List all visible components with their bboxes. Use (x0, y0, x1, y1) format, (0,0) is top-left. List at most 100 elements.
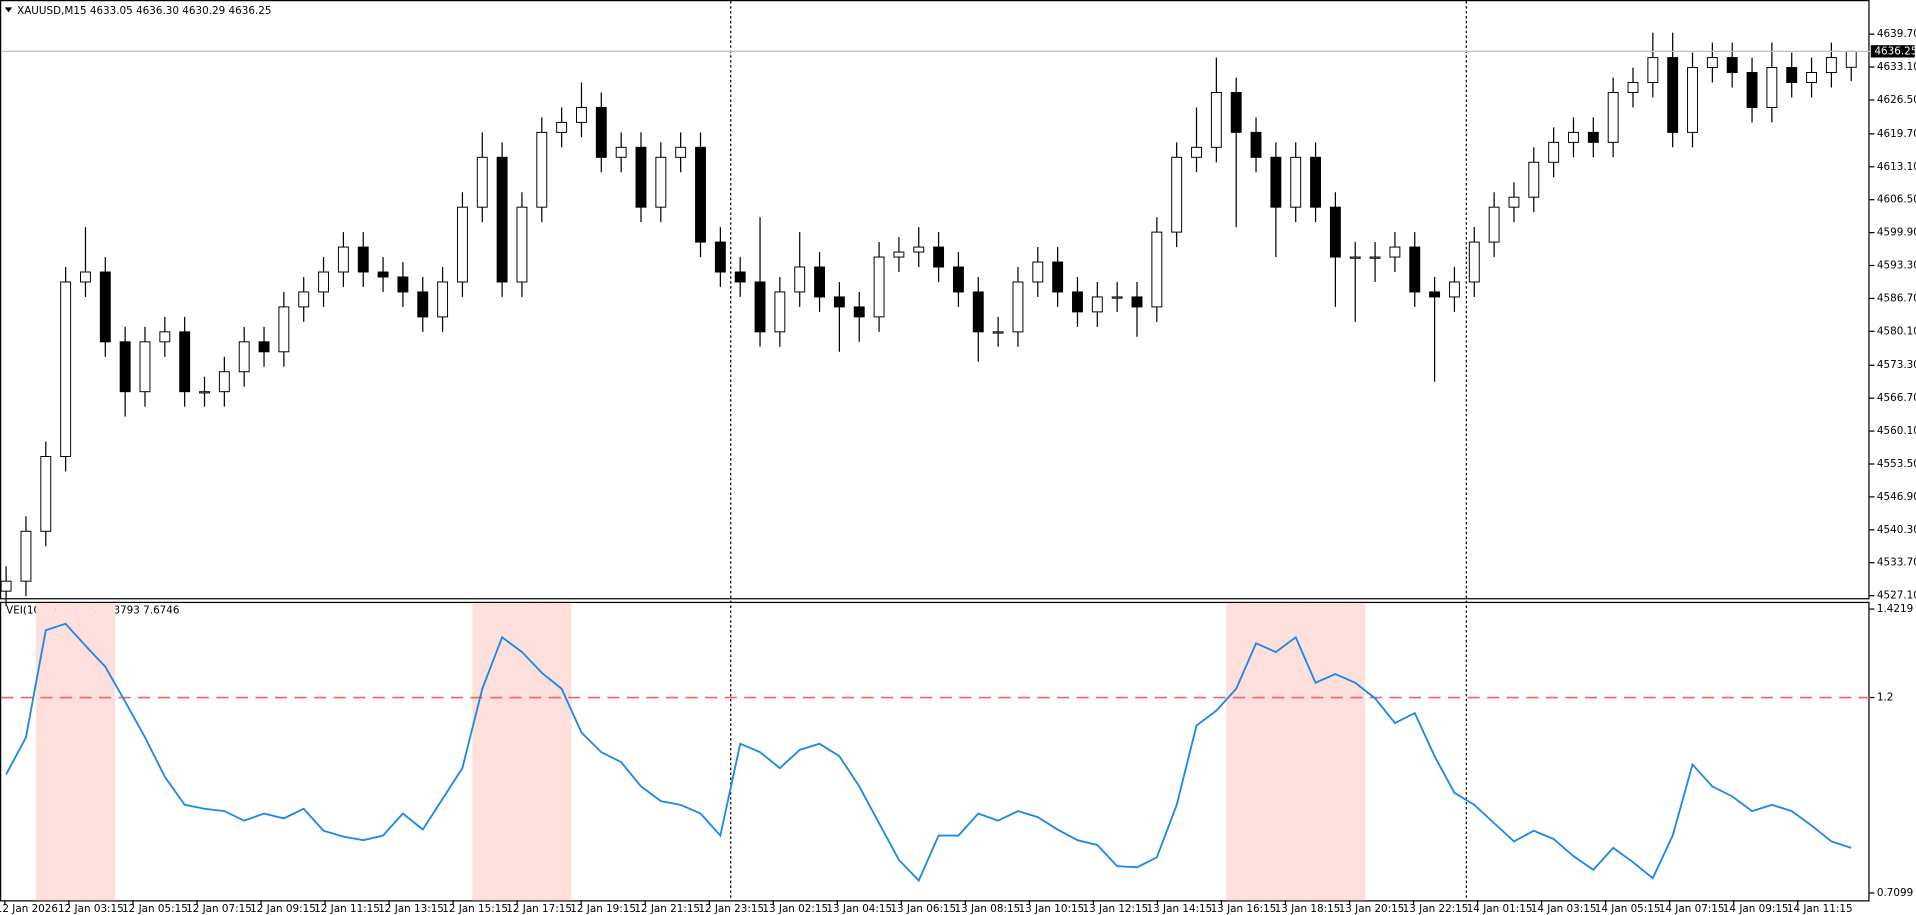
candle-body (238, 341, 250, 373)
y-tick-label: 1.2 (1877, 692, 1894, 704)
candle-body (1528, 161, 1540, 198)
candle-body (1369, 256, 1381, 259)
x-tick-label: 12 Jan 07:15 (186, 903, 252, 915)
level-highlight (1325, 603, 1346, 901)
x-tick-label: 12 Jan 03:15 (58, 903, 124, 915)
x-tick-label: 13 Jan 12:15 (1083, 903, 1149, 915)
candle-body (298, 291, 310, 308)
y-tick-label: 4613.10 (1877, 161, 1916, 173)
x-tick-label: 14 Jan 09:15 (1723, 903, 1789, 915)
candle-body (675, 146, 687, 158)
x-tick-label: 12 Jan 13:15 (378, 903, 444, 915)
x-tick-label: 13 Jan 16:15 (1211, 903, 1277, 915)
candle-body (40, 456, 52, 532)
y-tick-label: 4599.90 (1877, 227, 1916, 239)
candle-body (179, 331, 191, 393)
candle-body (933, 246, 945, 268)
candle-body (1052, 261, 1064, 293)
y-tick-label: 4553.50 (1877, 458, 1916, 470)
x-tick-label: 13 Jan 14:15 (1147, 903, 1213, 915)
candle-body (1290, 156, 1302, 208)
y-tick-label: 4566.70 (1877, 392, 1916, 404)
x-tick-label: 14 Jan 07:15 (1659, 903, 1725, 915)
candle-body (218, 371, 230, 393)
y-tick-label: 4593.30 (1877, 260, 1916, 272)
candle-body (1250, 131, 1262, 158)
indicator-line (5, 622, 1852, 883)
candle-body (655, 156, 667, 208)
candle-body (1627, 82, 1639, 93)
candle-body (318, 271, 329, 293)
candle-body (595, 106, 607, 158)
candle-body (913, 246, 925, 253)
candle-body (972, 291, 984, 333)
candle-body (159, 331, 171, 343)
candle-body (1845, 50, 1857, 68)
candle-body (516, 206, 528, 283)
candle-body (417, 291, 429, 318)
candle-body (80, 271, 91, 283)
candle-body (754, 281, 766, 333)
x-tick-label: 13 Jan 22:15 (1403, 903, 1469, 915)
x-tick-label: 14 Jan 03:15 (1531, 903, 1597, 915)
x-tick-label: 12 Jan 05:15 (122, 903, 188, 915)
last-price-box (1870, 45, 1915, 58)
x-tick-label: 14 Jan 05:15 (1595, 903, 1661, 915)
level-highlight (1265, 603, 1286, 901)
candle-body (952, 266, 964, 293)
candle-body (794, 266, 806, 293)
candle-body (1429, 291, 1441, 298)
candle-body (1310, 156, 1322, 208)
candle-body (1230, 91, 1242, 133)
y-tick-label: 4626.50 (1877, 94, 1916, 106)
main-frame (0, 0, 1870, 600)
y-tick-label: 4586.70 (1877, 292, 1916, 304)
candle-body (714, 241, 726, 273)
candle-body (1448, 281, 1460, 298)
candle-body (337, 246, 349, 273)
level-highlight (512, 603, 532, 901)
candle-body (377, 271, 389, 278)
candle-body (635, 146, 647, 208)
x-tick-label: 13 Jan 08:15 (954, 903, 1020, 915)
x-tick-label: 13 Jan 02:15 (762, 903, 828, 915)
y-tick-label: 4580.10 (1877, 325, 1916, 337)
candle-body (1191, 146, 1202, 158)
candle-body (853, 306, 865, 318)
x-tick-label: 12 Jan 09:15 (250, 903, 316, 915)
candle-body (1786, 67, 1798, 84)
y-tick-label: 4606.50 (1877, 194, 1916, 206)
candle-body (476, 156, 488, 208)
candle-body (576, 106, 587, 123)
level-highlight (472, 603, 493, 901)
candle-body (1012, 281, 1024, 333)
x-tick-label: 12 Jan 17:15 (506, 903, 572, 915)
y-tick-label: 4540.30 (1877, 524, 1916, 536)
candle-body (1687, 67, 1698, 133)
candle-body (734, 271, 746, 283)
candle-body (1726, 57, 1738, 74)
level-highlight (95, 603, 116, 901)
y-tick-label: 0.7099 (1877, 887, 1913, 899)
y-tick-label: 4633.10 (1877, 61, 1916, 73)
x-tick-label: 13 Jan 18:15 (1275, 903, 1341, 915)
candle-body (1746, 72, 1758, 108)
candle-body (992, 331, 1004, 334)
candle-body (833, 296, 845, 308)
candle-body (873, 256, 885, 318)
candle-body (536, 131, 548, 208)
level-highlight (1226, 603, 1247, 901)
candle-body (1091, 296, 1103, 313)
y-tick-label: 4619.70 (1877, 128, 1916, 140)
level-highlight (55, 603, 76, 901)
candle-body (199, 391, 210, 394)
x-tick-label: 14 Jan 01:15 (1467, 903, 1533, 915)
candle-body (456, 206, 468, 283)
level-highlight (492, 603, 513, 901)
level-highlight (1345, 603, 1366, 901)
y-tick-label: 4573.30 (1877, 359, 1916, 371)
candle-body (139, 341, 151, 393)
collapse-icon[interactable] (4, 7, 13, 13)
x-tick-label: 12 Jan 19:15 (570, 903, 636, 915)
y-tick-label: 4639.70 (1877, 28, 1916, 40)
